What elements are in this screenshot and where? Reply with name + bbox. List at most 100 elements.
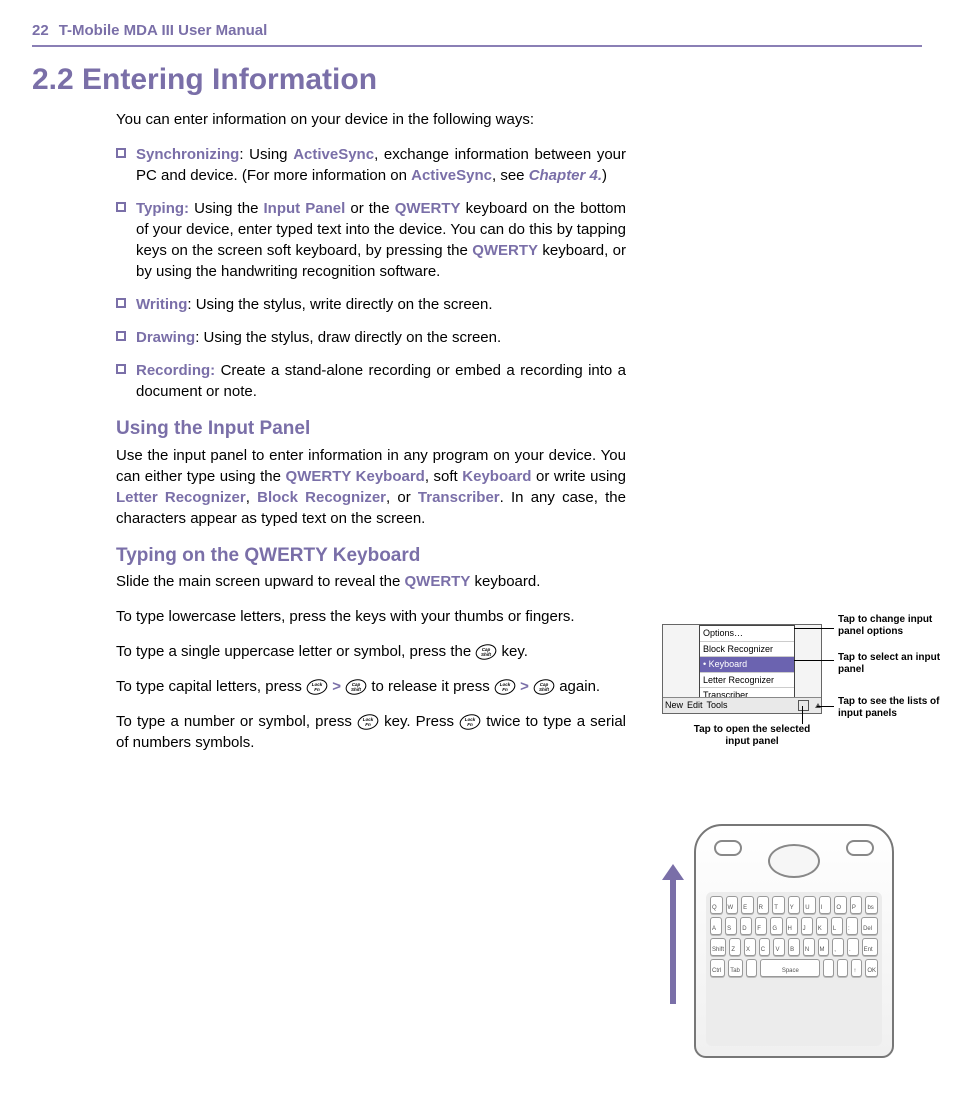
body-text: key. Press (379, 713, 459, 730)
input-panel-figure: Options…Block Recognizer• KeyboardLetter… (662, 624, 954, 714)
keyboard-key: S (725, 917, 737, 935)
paragraph: To type a number or symbol, press LockFn… (116, 711, 626, 753)
toolbar-item: Edit (687, 699, 703, 712)
body-text: ) (602, 167, 607, 184)
keyboard-key: O (834, 896, 847, 914)
callout-line (794, 628, 834, 629)
bullet-list: Synchronizing: Using ActiveSync, exchang… (116, 144, 626, 402)
body-text: , see (492, 167, 529, 184)
chapter-ref: Chapter 4. (529, 167, 602, 184)
keyboard-key: F (755, 917, 767, 935)
keyboard-key: Shift (710, 938, 726, 956)
keyboard-key: ↑ (851, 959, 862, 977)
keyword: QWERTY (405, 573, 471, 590)
keyboard-key: G (770, 917, 782, 935)
square-bullet-icon (116, 364, 126, 374)
svg-text:Shift: Shift (481, 652, 491, 657)
popup-menu: Options…Block Recognizer• KeyboardLetter… (699, 625, 795, 705)
keyword: QWERTY (472, 242, 538, 259)
svg-text:Fn: Fn (502, 687, 508, 692)
list-item: Synchronizing: Using ActiveSync, exchang… (116, 144, 626, 186)
manual-title: T-Mobile MDA III User Manual (59, 20, 268, 41)
keyboard-key: P (850, 896, 863, 914)
dpad-icon (768, 844, 820, 878)
keyword: Recording: (136, 362, 215, 379)
keyword: ActiveSync (411, 167, 492, 184)
keyboard-key: , (832, 938, 844, 956)
toolbar-item: New (665, 699, 683, 712)
keyboard-row: QWERTYUIOPbs (710, 896, 878, 914)
keyword: QWERTY (395, 200, 461, 217)
keyboard-key: Ent (862, 938, 878, 956)
square-bullet-icon (116, 331, 126, 341)
body-text: keyboard. (470, 573, 540, 590)
menu-item: • Keyboard (700, 657, 794, 673)
menu-item: Options… (700, 626, 794, 642)
qwerty-keyboard: QWERTYUIOPbsASDFGHJKL:DelShiftZXCVBNM,.E… (706, 892, 882, 1046)
keyboard-key: Y (788, 896, 801, 914)
list-item: Writing: Using the stylus, write directl… (116, 294, 626, 315)
keyboard-key: K (816, 917, 828, 935)
keyword: Typing: (136, 200, 189, 217)
svg-text:Shift: Shift (539, 687, 549, 692)
toolbar-item: Tools (707, 699, 728, 712)
keyword: Transcriber (418, 489, 500, 506)
keyboard-key: Del (861, 917, 878, 935)
keyboard-key: V (773, 938, 785, 956)
keyboard-key: B (788, 938, 800, 956)
keyword: Writing (136, 296, 187, 313)
keyboard-row: CtrlTabSpace↑OK (710, 959, 878, 977)
keyboard-key: D (740, 917, 752, 935)
callout-text: Tap to see the lists of input panels (838, 696, 948, 720)
keyboard-key: X (744, 938, 756, 956)
intro-text: You can enter information on your device… (116, 109, 626, 130)
keyboard-key: W (726, 896, 739, 914)
svg-text:Fn: Fn (365, 722, 371, 727)
keyboard-key: I (819, 896, 832, 914)
keyword: QWERTY Keyboard (286, 468, 425, 485)
keyboard-key: Q (710, 896, 723, 914)
square-bullet-icon (116, 202, 126, 212)
square-bullet-icon (116, 298, 126, 308)
cap-shift-key-icon: CapShift (533, 679, 555, 695)
body-text: : Using (239, 146, 293, 163)
callout-text: Tap to open the selected input panel (682, 724, 822, 748)
body-text: Using the (189, 200, 263, 217)
separator: > (516, 678, 533, 695)
device-button-icon (846, 840, 874, 856)
callout-text: Tap to select an input panel (838, 652, 948, 676)
list-item: Drawing: Using the stylus, draw directly… (116, 327, 626, 348)
device-body: QWERTYUIOPbsASDFGHJKL:DelShiftZXCVBNM,.E… (694, 824, 894, 1058)
menu-item: Block Recognizer (700, 642, 794, 658)
paragraph: To type lowercase letters, press the key… (116, 606, 626, 627)
svg-text:Shift: Shift (351, 687, 361, 692)
keyboard-key: A (710, 917, 722, 935)
keyboard-icon (798, 700, 809, 711)
keyboard-key: M (818, 938, 830, 956)
keyboard-key: Space (760, 959, 820, 977)
body-text: To type a single uppercase letter or sym… (116, 643, 475, 660)
keyboard-key: R (757, 896, 770, 914)
menu-item: Letter Recognizer (700, 673, 794, 689)
callout-line (794, 660, 834, 661)
keyboard-key: C (759, 938, 771, 956)
body-text: or write using (531, 468, 626, 485)
body-text: again. (555, 678, 600, 695)
section-title: 2.2 Entering Information (32, 59, 922, 101)
page-header: 22 T-Mobile MDA III User Manual (32, 20, 922, 47)
lock-fn-key-icon: LockFn (494, 679, 516, 695)
callout-text: Tap to change input panel options (838, 614, 948, 638)
lock-fn-key-icon: LockFn (306, 679, 328, 695)
menu-screenshot: Options…Block Recognizer• KeyboardLetter… (662, 624, 822, 714)
paragraph: To type capital letters, press LockFn > … (116, 676, 626, 697)
keyboard-key: Z (729, 938, 741, 956)
keyboard-key: J (801, 917, 813, 935)
keyword: Input Panel (264, 200, 346, 217)
keyboard-key: H (786, 917, 798, 935)
lock-fn-key-icon: LockFn (459, 714, 481, 730)
keyboard-row: ASDFGHJKL:Del (710, 917, 878, 935)
square-bullet-icon (116, 148, 126, 158)
subheading-qwerty: Typing on the QWERTY Keyboard (116, 543, 626, 570)
body-text: , (246, 489, 257, 506)
keyword: ActiveSync (293, 146, 374, 163)
